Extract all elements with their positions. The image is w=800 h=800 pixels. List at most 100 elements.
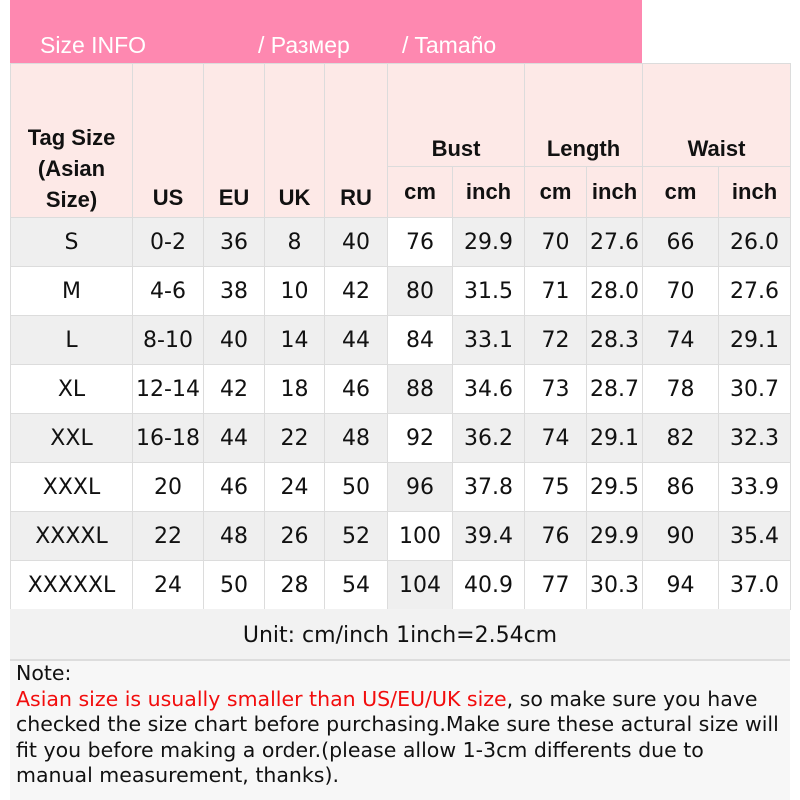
cell-ru: 46 — [324, 364, 388, 414]
cell-ru: 40 — [324, 217, 388, 267]
cell-tag-size: XXXXL — [10, 511, 133, 561]
cell-uk: 10 — [264, 266, 325, 316]
cell-waist-inch: 35.4 — [718, 511, 792, 561]
cell-length-inch: 29.5 — [586, 462, 644, 512]
cell-eu: 36 — [203, 217, 265, 267]
cell-waist-inch: 26.0 — [718, 217, 792, 267]
cell-length-inch: 29.1 — [586, 413, 644, 463]
cell-length-inch: 30.3 — [586, 560, 644, 610]
table-row: XXXXXL 24 50 28 54 104 40.9 77 30.3 94 37.0 — [10, 560, 792, 610]
cell-bust-inch: 39.4 — [451, 511, 526, 561]
cell-tag-size: S — [10, 217, 133, 267]
table-row: XL 12-14 42 18 46 88 34.6 73 28.7 78 30.7 — [10, 364, 792, 414]
cell-eu: 46 — [203, 462, 265, 512]
note-section: Note: Asian size is usually smaller than… — [10, 661, 790, 800]
cell-length-inch: 27.6 — [586, 217, 644, 267]
header-waist-inch: inch — [718, 166, 792, 218]
cell-bust-cm: 96 — [387, 462, 453, 512]
cell-length-cm: 75 — [524, 462, 588, 512]
header-waist-cm: cm — [642, 166, 720, 218]
cell-bust-inch: 40.9 — [451, 560, 526, 610]
cell-waist-cm: 66 — [642, 217, 720, 267]
cell-waist-cm: 94 — [642, 560, 720, 610]
header-length-cm: cm — [524, 166, 588, 218]
cell-us: 12-14 — [132, 364, 204, 414]
note-label: Note: — [16, 661, 72, 685]
cell-waist-cm: 90 — [642, 511, 720, 561]
cell-ru: 42 — [324, 266, 388, 316]
cell-bust-inch: 34.6 — [451, 364, 526, 414]
cell-eu: 50 — [203, 560, 265, 610]
cell-waist-cm: 74 — [642, 315, 720, 365]
cell-us: 20 — [132, 462, 204, 512]
cell-uk: 28 — [264, 560, 325, 610]
table-row: S 0-2 36 8 40 76 29.9 70 27.6 66 26.0 — [10, 217, 792, 267]
cell-ru: 52 — [324, 511, 388, 561]
cell-bust-inch: 37.8 — [451, 462, 526, 512]
cell-bust-cm: 100 — [387, 511, 453, 561]
cell-length-cm: 77 — [524, 560, 588, 610]
cell-waist-inch: 30.7 — [718, 364, 792, 414]
cell-tag-size: XL — [10, 364, 133, 414]
cell-ru: 48 — [324, 413, 388, 463]
header-eu: EU — [203, 63, 265, 218]
note-warning: Asian size is usually smaller than US/EU… — [16, 686, 507, 711]
header-length-inch: inch — [586, 166, 644, 218]
cell-ru: 54 — [324, 560, 388, 610]
cell-tag-size: L — [10, 315, 133, 365]
cell-eu: 38 — [203, 266, 265, 316]
size-info-banner: Size INFO / Размер / Tamaño — [10, 0, 642, 63]
cell-ru: 44 — [324, 315, 388, 365]
banner-title-es: / Tamaño — [402, 32, 497, 58]
cell-length-cm: 73 — [524, 364, 588, 414]
cell-bust-inch: 33.1 — [451, 315, 526, 365]
header-us: US — [132, 63, 204, 218]
cell-length-inch: 29.9 — [586, 511, 644, 561]
cell-us: 8-10 — [132, 315, 204, 365]
cell-uk: 18 — [264, 364, 325, 414]
cell-us: 24 — [132, 560, 204, 610]
cell-uk: 8 — [264, 217, 325, 267]
cell-uk: 14 — [264, 315, 325, 365]
cell-eu: 40 — [203, 315, 265, 365]
banner-title-ru: / Размер — [258, 32, 350, 58]
cell-waist-cm: 82 — [642, 413, 720, 463]
cell-us: 22 — [132, 511, 204, 561]
cell-waist-inch: 37.0 — [718, 560, 792, 610]
header-length: Length — [524, 63, 644, 167]
cell-bust-inch: 36.2 — [451, 413, 526, 463]
table-row: M 4-6 38 10 42 80 31.5 71 28.0 70 27.6 — [10, 266, 792, 316]
header-bust-cm: cm — [387, 166, 453, 218]
cell-waist-inch: 33.9 — [718, 462, 792, 512]
cell-length-inch: 28.3 — [586, 315, 644, 365]
cell-tag-size: XXXXXL — [10, 560, 133, 610]
cell-waist-inch: 27.6 — [718, 266, 792, 316]
cell-us: 16-18 — [132, 413, 204, 463]
cell-us: 4-6 — [132, 266, 204, 316]
cell-length-cm: 76 — [524, 511, 588, 561]
header-tag-size: Tag Size (Asian Size) — [10, 63, 133, 218]
table-row: L 8-10 40 14 44 84 33.1 72 28.3 74 29.1 — [10, 315, 792, 365]
cell-length-inch: 28.7 — [586, 364, 644, 414]
header-bust-inch: inch — [451, 166, 526, 218]
header-ru: RU — [324, 63, 388, 218]
cell-tag-size: XXXL — [10, 462, 133, 512]
cell-eu: 48 — [203, 511, 265, 561]
cell-length-cm: 71 — [524, 266, 588, 316]
cell-waist-cm: 86 — [642, 462, 720, 512]
cell-bust-cm: 92 — [387, 413, 453, 463]
banner-title: Size INFO — [40, 32, 147, 58]
cell-bust-cm: 76 — [387, 217, 453, 267]
cell-us: 0-2 — [132, 217, 204, 267]
cell-bust-inch: 29.9 — [451, 217, 526, 267]
header-waist: Waist — [642, 63, 792, 167]
cell-bust-cm: 84 — [387, 315, 453, 365]
table-row: XXXXL 22 48 26 52 100 39.4 76 29.9 90 35.4 — [10, 511, 792, 561]
unit-info: Unit: cm/inch 1inch=2.54cm — [10, 609, 790, 661]
cell-tag-size: XXL — [10, 413, 133, 463]
cell-length-cm: 70 — [524, 217, 588, 267]
cell-bust-inch: 31.5 — [451, 266, 526, 316]
cell-waist-inch: 29.1 — [718, 315, 792, 365]
cell-length-cm: 72 — [524, 315, 588, 365]
table-row: XXXL 20 46 24 50 96 37.8 75 29.5 86 33.9 — [10, 462, 792, 512]
